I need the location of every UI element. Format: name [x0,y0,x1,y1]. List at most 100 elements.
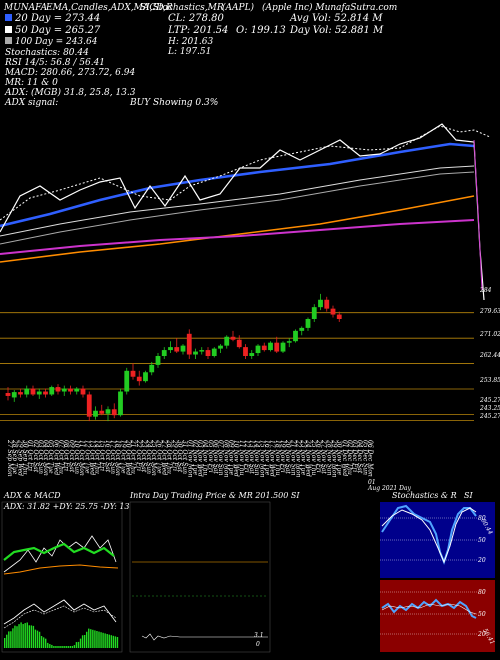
x-axis-label: 17 Nov Wed [269,440,276,477]
candle-body [330,308,336,315]
candle-body [311,307,317,319]
ema50-legend-swatch [5,26,12,33]
macd-bar [6,634,8,648]
candle-body [186,333,192,355]
sub-note: 01 [368,479,376,486]
candle-body [5,393,11,396]
candle-body [155,356,161,365]
header-symbol: (AAPL) [222,2,255,13]
candle-body [218,345,223,349]
stoch-level-label: 50 [478,537,486,544]
x-axis-label: 02 Dec Thu [346,440,353,475]
macd-bar [79,638,82,648]
candle-body [124,370,130,392]
header-indicators-2: SI,Stochastics,MR [140,3,224,13]
candle-body [305,319,311,328]
candle-body [86,394,92,417]
x-axis-label: 03 Dec Fri [351,440,358,472]
macd-bar [26,622,28,648]
candle-body [136,376,142,382]
x-axis-label: 03 Oct Sun [37,440,44,474]
mr-value: MR: 11 & 0 [4,78,58,88]
open-value: O: 199.13 [236,25,286,36]
rsi-level-label: 80 [478,589,486,596]
macd-bar [110,635,112,648]
macd-bar [65,646,67,648]
macd-histogram [3,599,119,648]
intraday-panel: Intra Day Trading Price & MR 201.500 SI … [129,491,300,653]
rsi-level-label: 20 [477,631,486,638]
macd-bar [83,634,86,648]
macd-bar [14,625,16,648]
x-axis-label: 01 Nov Mon [186,440,193,477]
x-axis-label: 04 Dec Sat [356,440,363,474]
candle-body [255,345,261,354]
macd-bar [53,646,55,648]
candle-body [193,351,198,355]
sub-note-2: Aug 2021 Day [367,485,412,492]
adx-panel-frame [1,501,123,653]
x-axis-label: 20 Oct Wed [124,439,131,475]
y-axis-labels: 284 279.63 271.02 262.44 253.85 245.27243.252… [479,287,500,420]
x-axis-label: 16 Nov Tue [264,440,271,476]
x-axis-label: 21 Nov Sun [289,439,296,476]
x-axis-label: 02 Nov Tue [191,440,198,476]
macd-bar [96,631,98,648]
x-axis-label: 28 Oct Thu [166,439,173,474]
ema-magenta-line [0,219,475,255]
macd-bar [69,646,71,648]
macd-bar [18,624,20,648]
candlestick-series [5,293,342,422]
x-axis-label: 24 Nov Wed [305,439,312,477]
candle-body [299,327,305,331]
macd-bar [34,629,37,648]
adx-green-line [3,542,115,561]
candle-body [30,388,36,395]
candle-body [11,392,17,398]
adx-signal-value: BUY Showing 0.3% [129,98,218,108]
macd-bar [116,637,119,648]
ema100-line [0,165,475,237]
x-axis-label: 27 Nov Sat [320,439,327,474]
candle-body [180,345,186,352]
macd-bar [67,646,69,648]
avg-volume: Avg Vol: 52.814 M [289,13,383,24]
macd-bar [16,626,18,648]
ema20-legend-swatch [5,14,12,21]
adx-value: ADX: (MGB) 31.8, 25.8, 13.3 [4,87,136,98]
macd-bar [98,631,100,648]
x-axis-label: 20 Nov Sat [284,439,291,474]
x-axis-label: 13 Nov Sat [248,440,255,474]
macd-bar [42,637,45,648]
x-axis-label: 31 Oct Sun [181,440,188,474]
adx-panel-values: ADX: 31.82 +DY: 25.75 -DY: 13.32 [3,502,142,511]
macd-bar [57,646,59,648]
x-axis-label: 05 Dec Sun [361,440,368,475]
candle-body [318,299,323,308]
x-axis-label: 06 Oct Wed [52,440,59,475]
ema20-label: 20 Day = 273.44 [14,13,100,24]
rsi-bg [380,580,495,652]
candle-body [280,342,286,352]
x-axis-label: 29 Oct Fri [171,439,178,471]
candle-body [268,342,273,351]
x-axis-label: 18 Oct Mon [114,440,121,476]
x-axis-label: 22 Oct Fri [135,439,142,471]
price-close-line [0,123,485,301]
candle-body [211,348,217,356]
ema50-line [0,125,491,221]
macd-bar [108,634,110,648]
macd-bar [63,646,65,648]
ema20-line [0,142,475,228]
x-axis-label: 30 Oct Sat [176,440,183,473]
x-axis-label: 06 Nov Sat [212,440,219,474]
candle-body [49,387,55,395]
candle-body [118,391,123,416]
x-axis-label: 24 Oct Sun [145,439,152,474]
x-axis-label: 25 Oct Mon [150,439,157,476]
candle-body [243,347,248,356]
macd-bar [20,622,22,648]
x-axis-label: 09 Oct Sat [68,440,75,473]
ema-orange-line [0,195,475,263]
